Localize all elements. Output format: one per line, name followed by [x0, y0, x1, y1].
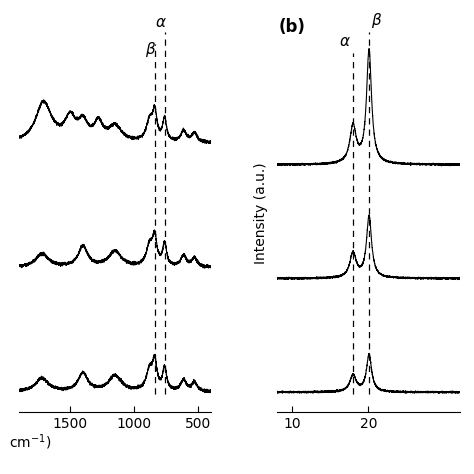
- Text: $\alpha$: $\alpha$: [155, 15, 167, 30]
- Text: $\beta$: $\beta$: [145, 40, 156, 59]
- Text: $\alpha$: $\alpha$: [339, 34, 351, 49]
- Text: (b): (b): [279, 18, 305, 36]
- Text: cm$^{-1}$): cm$^{-1}$): [9, 433, 52, 452]
- Y-axis label: Intensity (a.u.): Intensity (a.u.): [255, 163, 268, 264]
- Text: $\beta$: $\beta$: [371, 11, 382, 30]
